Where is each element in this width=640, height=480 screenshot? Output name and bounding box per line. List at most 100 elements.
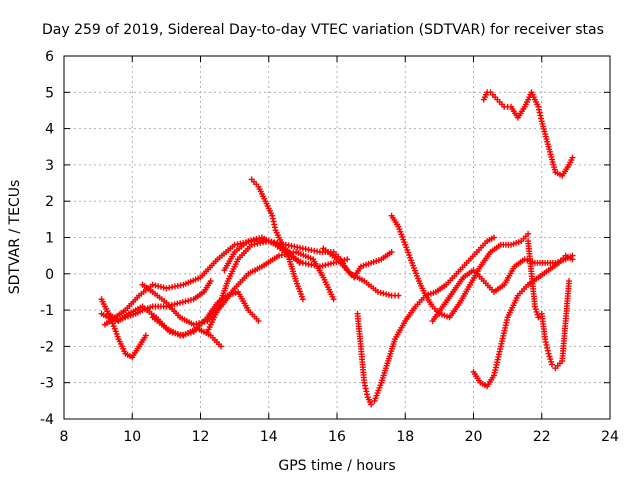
data-point	[182, 298, 189, 305]
data-point	[330, 259, 337, 266]
series-track-l	[388, 212, 532, 321]
series-track-h	[221, 234, 351, 274]
data-point	[344, 256, 351, 263]
data-point	[177, 332, 184, 339]
data-point	[142, 332, 149, 339]
y-tick-label: 4	[45, 122, 54, 138]
series-track-g	[204, 238, 395, 335]
y-tick-label: 3	[45, 158, 54, 174]
data-point	[525, 230, 532, 237]
data-point	[533, 308, 540, 315]
data-point	[327, 260, 334, 267]
data-point	[374, 288, 381, 295]
data-point	[250, 236, 257, 243]
series-track-o	[480, 89, 576, 179]
x-tick-label: 24	[601, 429, 619, 445]
data-point	[193, 320, 200, 327]
data-point	[316, 263, 323, 270]
data-point	[174, 300, 181, 307]
x-tick-label: 14	[260, 429, 278, 445]
data-point	[185, 330, 192, 337]
data-point	[330, 296, 337, 303]
data-point	[179, 331, 186, 338]
data-point	[545, 350, 552, 357]
x-tick-label: 16	[328, 429, 346, 445]
series-track-i	[248, 176, 306, 303]
data-point	[157, 283, 164, 290]
data-point	[566, 278, 573, 285]
x-tick-label: 8	[60, 429, 69, 445]
data-point	[152, 282, 159, 289]
data-points	[98, 89, 576, 408]
data-point	[166, 302, 173, 309]
data-point	[187, 329, 194, 336]
data-point	[182, 331, 189, 338]
data-point	[383, 291, 390, 298]
data-point	[534, 311, 541, 318]
x-tick-label: 10	[123, 429, 141, 445]
data-point	[569, 256, 576, 263]
data-point	[546, 353, 553, 360]
data-point	[385, 291, 392, 298]
data-point	[388, 249, 395, 256]
series-track-k	[354, 234, 497, 408]
series-track-n	[470, 252, 576, 390]
y-tick-label: 2	[45, 194, 54, 210]
data-point	[548, 358, 555, 365]
data-point	[187, 296, 194, 303]
x-axis-title: GPS time / hours	[278, 458, 395, 474]
data-point	[160, 284, 167, 291]
data-point	[569, 154, 576, 161]
x-tick-label: 18	[396, 429, 414, 445]
series-track-f	[149, 288, 262, 339]
data-point	[207, 278, 214, 285]
x-tick-labels: 8 10 12 14 16 18 20 22 24	[60, 429, 619, 445]
data-point	[532, 306, 539, 313]
y-tick-label: -2	[40, 339, 54, 355]
data-point	[377, 289, 384, 296]
axis-ticks	[63, 55, 611, 420]
data-point	[245, 238, 252, 245]
data-point	[325, 261, 332, 268]
data-point	[490, 234, 497, 241]
data-point	[177, 299, 184, 306]
y-tick-label: 5	[45, 85, 54, 101]
series-track-p	[525, 238, 573, 372]
data-point	[255, 317, 262, 324]
data-point	[547, 356, 554, 363]
x-tick-label: 12	[192, 429, 210, 445]
series-track-j	[320, 245, 402, 299]
data-point	[171, 301, 178, 308]
data-point	[368, 401, 375, 408]
data-point	[299, 296, 306, 303]
data-point	[190, 321, 197, 328]
y-axis-title: SDTVAR / TECUs	[7, 180, 23, 295]
data-point	[155, 283, 162, 290]
y-tick-label: 6	[45, 49, 54, 65]
data-point	[380, 290, 387, 297]
data-point	[248, 237, 255, 244]
data-point	[531, 303, 538, 310]
y-tick-labels: -4 -3 -2 -1 0 1 2 3 4 5 6	[40, 49, 54, 428]
y-tick-label: 0	[45, 267, 54, 283]
data-point	[185, 297, 192, 304]
y-tick-label: -1	[40, 303, 54, 319]
grid-lines	[64, 56, 610, 419]
data-point	[256, 235, 263, 242]
data-point	[395, 292, 402, 299]
x-tick-label: 20	[465, 429, 483, 445]
y-tick-label: -4	[40, 412, 54, 428]
data-point	[217, 343, 224, 350]
data-point	[322, 262, 329, 269]
data-point	[535, 314, 542, 321]
y-tick-label: 1	[45, 231, 54, 247]
data-point	[179, 299, 186, 306]
data-point	[149, 281, 156, 288]
y-tick-label: -3	[40, 376, 54, 392]
data-point	[341, 257, 348, 264]
chart-title: Day 259 of 2019, Sidereal Day-to-day VTE…	[42, 22, 604, 38]
data-point	[253, 235, 260, 242]
x-tick-label: 22	[533, 429, 551, 445]
data-point	[548, 361, 555, 368]
